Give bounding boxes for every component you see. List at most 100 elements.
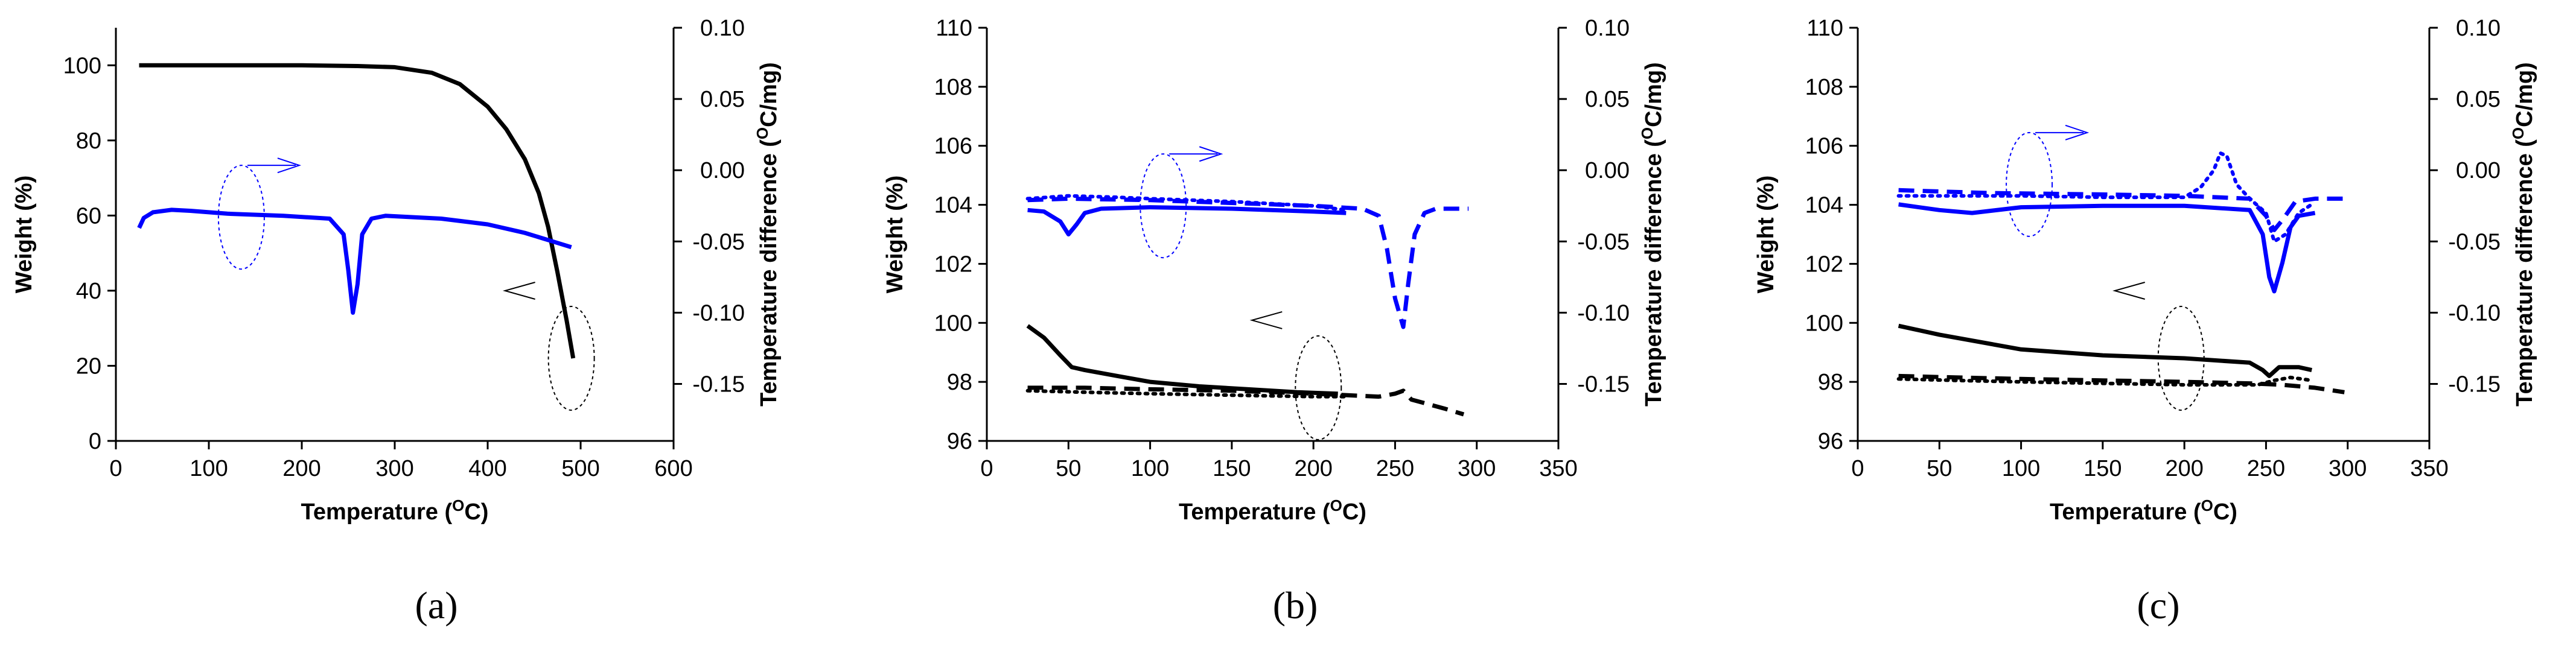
y2-tick-label: -0.15 <box>2448 372 2501 397</box>
annotation-ellipse <box>1140 153 1187 259</box>
x-axis-title: Temperature (OC) <box>1179 496 1366 525</box>
x-tick-label: 500 <box>561 456 599 481</box>
y2-axis-title: Temperature difference (OC/mg) <box>753 62 782 407</box>
y2-tick-label: 0.05 <box>700 87 745 112</box>
x-tick-label: 350 <box>1539 456 1577 481</box>
x-tick-label: 250 <box>1376 456 1414 481</box>
x-tick-label: 0 <box>109 456 122 481</box>
x-tick-label: 300 <box>2329 456 2367 481</box>
annotation-arrow <box>2112 282 2145 300</box>
series-line-dta-2 <box>1896 151 2314 244</box>
series-line-dta-1 <box>1027 205 1347 236</box>
y2-tick-label: 0.00 <box>1585 158 1630 183</box>
y2-axis-title: Temperature difference (OC/mg) <box>2509 62 2537 407</box>
y2-tick-label: 0.10 <box>1585 16 1630 41</box>
x-tick-label: 150 <box>1213 456 1251 481</box>
y2-axis-title: Temperature difference (OC/mg) <box>1638 62 1666 407</box>
panel-label-b: (b) <box>1273 584 1318 627</box>
panel-label-a: (a) <box>415 584 457 627</box>
x-tick-label: 0 <box>1851 456 1864 481</box>
series-line-weight-2 <box>1025 388 1348 399</box>
series-line-dta-3 <box>1898 188 2345 232</box>
y-tick-label: 98 <box>1818 370 1843 395</box>
y-tick-label: 98 <box>947 370 972 395</box>
y-tick-label: 60 <box>76 203 101 229</box>
x-tick-label: 300 <box>1458 456 1496 481</box>
y2-tick-label: -0.10 <box>2448 300 2501 326</box>
y-tick-label: 108 <box>1805 75 1843 100</box>
y-tick-label: 102 <box>934 252 972 277</box>
x-tick-label: 200 <box>2165 456 2203 481</box>
y-axis-title: Weight (%) <box>1753 176 1779 294</box>
y-tick-label: 100 <box>934 311 972 336</box>
y-tick-label: 80 <box>76 128 101 154</box>
y-tick-label: 96 <box>947 429 972 454</box>
x-tick-label: 150 <box>2083 456 2122 481</box>
series-line-dta-1 <box>1898 202 2316 294</box>
series-line-weight-1 <box>1898 323 2312 378</box>
series-line-weight <box>139 63 576 359</box>
x-tick-label: 200 <box>1294 456 1332 481</box>
x-tick-label: 300 <box>375 456 413 481</box>
annotation-ellipse <box>2006 131 2053 237</box>
y2-tick-label: 0.10 <box>700 16 745 41</box>
x-tick-label: 50 <box>1927 456 1952 481</box>
y-tick-label: 100 <box>1805 311 1843 336</box>
y2-tick-label: -0.15 <box>1577 372 1630 397</box>
annotation-arrow <box>2035 124 2090 141</box>
y2-tick-label: -0.10 <box>692 300 745 326</box>
y-tick-label: 108 <box>934 75 972 100</box>
annotation-arrow <box>502 282 535 300</box>
y-tick-label: 40 <box>76 279 101 304</box>
annotation-ellipse <box>547 306 595 411</box>
x-tick-label: 0 <box>980 456 993 481</box>
y2-tick-label: -0.05 <box>2448 229 2501 255</box>
series-line-weight-3 <box>1898 373 2345 394</box>
x-tick-label: 600 <box>654 456 692 481</box>
y2-tick-label: 0.10 <box>2456 16 2501 41</box>
annotation-ellipse <box>2157 306 2205 411</box>
y-tick-label: 20 <box>76 353 101 379</box>
x-tick-label: 250 <box>2247 456 2285 481</box>
x-tick-label: 100 <box>1131 456 1169 481</box>
y-axis-title: Weight (%) <box>11 176 37 294</box>
x-tick-label: 350 <box>2410 456 2448 481</box>
y-tick-label: 102 <box>1805 252 1843 277</box>
y2-tick-label: 0.00 <box>2456 158 2501 183</box>
y2-tick-label: 0.00 <box>700 158 745 183</box>
y2-tick-label: 0.05 <box>2456 87 2501 112</box>
chart-panel-c: 0 50 100 150 200 250 300 350 96 98 100 102 104 106 108… <box>1753 16 2537 525</box>
series-line-dta-3 <box>1027 196 1469 329</box>
series-line-dta-2 <box>1025 194 1348 212</box>
y-tick-label: 100 <box>63 53 101 78</box>
annotation-ellipse <box>217 165 265 270</box>
series-line-dta <box>137 207 572 315</box>
x-tick-label: 50 <box>1056 456 1081 481</box>
y2-tick-label: -0.05 <box>1577 229 1630 255</box>
series-line-weight-3 <box>1027 385 1465 417</box>
chart-panel-a: 0 100 200 300 400 500 600 0 20 40 60 80 100 0.10 0.05 0… <box>11 16 782 525</box>
y-tick-label: 110 <box>936 16 972 41</box>
x-axis-title: Temperature (OC) <box>2050 496 2237 525</box>
y2-tick-label: -0.05 <box>692 229 745 255</box>
y2-tick-label: 0.05 <box>1585 87 1630 112</box>
x-axis-title: Temperature (OC) <box>301 496 489 525</box>
y-axis-title: Weight (%) <box>882 176 908 294</box>
y2-tick-label: -0.15 <box>692 372 745 397</box>
y-tick-label: 110 <box>1806 16 1843 41</box>
x-tick-label: 400 <box>468 456 506 481</box>
y-tick-label: 106 <box>934 134 972 159</box>
x-tick-label: 100 <box>190 456 228 481</box>
annotation-arrow <box>1169 146 1223 162</box>
y-tick-label: 104 <box>934 193 972 218</box>
x-tick-label: 200 <box>282 456 320 481</box>
annotation-arrow <box>247 157 302 174</box>
y-tick-label: 0 <box>89 429 101 454</box>
y2-tick-label: -0.10 <box>1577 300 1630 326</box>
panel-label-c: (c) <box>2137 584 2179 627</box>
y-tick-label: 106 <box>1805 134 1843 159</box>
annotation-ellipse <box>1295 335 1342 440</box>
series-line-weight-1 <box>1026 324 1338 396</box>
chart-panel-b: 0 50 100 150 200 250 300 350 96 98 100 102 104 106 108… <box>882 16 1666 525</box>
